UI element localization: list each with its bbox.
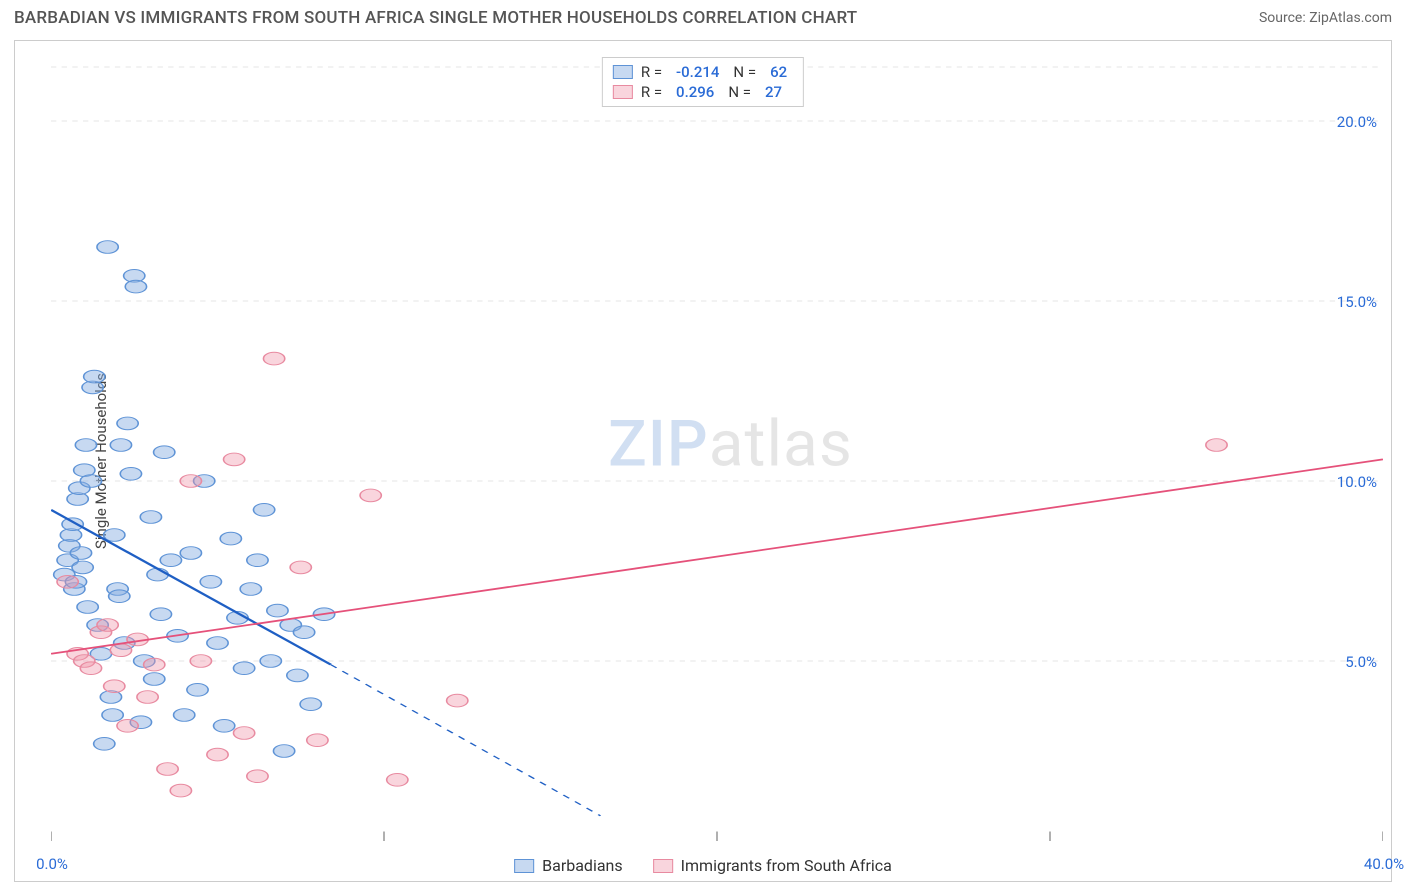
scatter-plot-svg <box>51 49 1383 841</box>
x-tick-label: 40.0% <box>1364 855 1404 873</box>
legend-row-sa: R = 0.296 N = 27 <box>613 82 793 102</box>
x-tick-label: 0.0% <box>36 855 68 873</box>
correlation-legend: R = -0.214 N = 62 R = 0.296 N = 27 <box>602 57 804 107</box>
n-label: N = <box>728 83 751 101</box>
chart-title: BARBADIAN VS IMMIGRANTS FROM SOUTH AFRIC… <box>14 8 857 28</box>
swatch-icon <box>613 85 633 99</box>
legend-row-barbadians: R = -0.214 N = 62 <box>613 62 793 82</box>
legend-item-sa: Immigrants from South Africa <box>653 856 892 875</box>
r-label: R = <box>641 83 662 101</box>
n-value: 62 <box>764 63 793 81</box>
legend-label: Barbadians <box>542 856 623 875</box>
n-value: 27 <box>759 83 788 101</box>
r-value: -0.214 <box>670 63 725 81</box>
r-value: 0.296 <box>670 83 720 101</box>
y-tick-label: 5.0% <box>1345 653 1377 671</box>
swatch-icon <box>514 859 534 873</box>
n-label: N = <box>733 63 756 81</box>
plot-area <box>51 49 1383 841</box>
y-tick-label: 15.0% <box>1337 293 1377 311</box>
swatch-icon <box>653 859 673 873</box>
y-tick-label: 10.0% <box>1337 473 1377 491</box>
y-tick-label: 20.0% <box>1337 113 1377 131</box>
chart-container: Single Mother Households R = -0.214 N = … <box>14 40 1392 882</box>
swatch-icon <box>613 65 633 79</box>
source-label: Source: ZipAtlas.com <box>1259 10 1392 26</box>
legend-item-barbadians: Barbadians <box>514 856 623 875</box>
legend-label: Immigrants from South Africa <box>681 856 892 875</box>
series-legend: Barbadians Immigrants from South Africa <box>514 856 892 875</box>
r-label: R = <box>641 63 662 81</box>
